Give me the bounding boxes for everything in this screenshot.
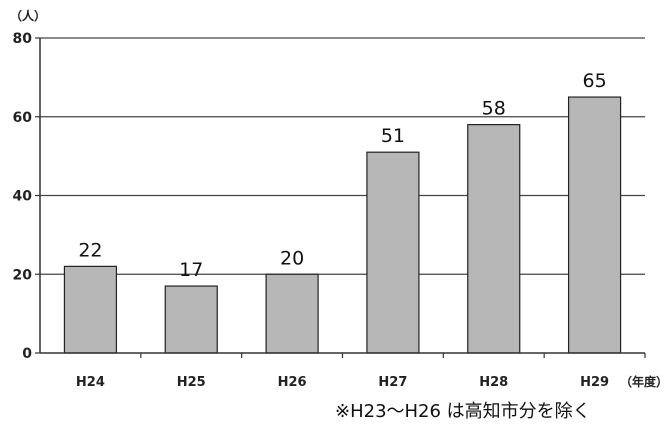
bar (63, 265, 118, 354)
x-tick-label: H25 (177, 375, 206, 390)
y-axis-unit: （人） (10, 8, 46, 23)
data-label: 22 (78, 239, 102, 261)
x-tick-label: H28 (479, 375, 508, 390)
data-label: 20 (280, 247, 304, 269)
data-label: 17 (179, 259, 203, 281)
data-label: 51 (381, 125, 405, 147)
y-axis-ticks: 0 20 40 60 80 (13, 31, 40, 362)
bar (467, 124, 521, 354)
y-tick-label: 60 (13, 110, 33, 126)
y-tick-label: 80 (13, 31, 33, 47)
bars (63, 96, 622, 354)
bar (366, 151, 420, 354)
footnote: ※H23～H26 は高知市分を除く (335, 401, 591, 422)
y-tick-label: 0 (22, 346, 32, 362)
x-axis-unit: （年度） (620, 374, 668, 389)
bar (265, 273, 319, 354)
gridlines (40, 37, 645, 275)
x-axis-labels: H24 H25 H26 H27 H28 H29 (76, 353, 646, 390)
bar (164, 285, 218, 354)
data-labels: 22 17 20 51 58 65 (78, 70, 606, 281)
data-label: 58 (482, 98, 506, 120)
x-tick-label: H27 (378, 375, 407, 390)
x-tick-label: H24 (76, 375, 105, 390)
y-tick-label: 40 (13, 189, 33, 205)
y-tick-label: 20 (13, 267, 33, 283)
x-tick-label: H26 (278, 375, 307, 390)
data-label: 65 (582, 70, 606, 92)
bar (567, 96, 622, 354)
x-tick-label: H29 (580, 375, 609, 390)
